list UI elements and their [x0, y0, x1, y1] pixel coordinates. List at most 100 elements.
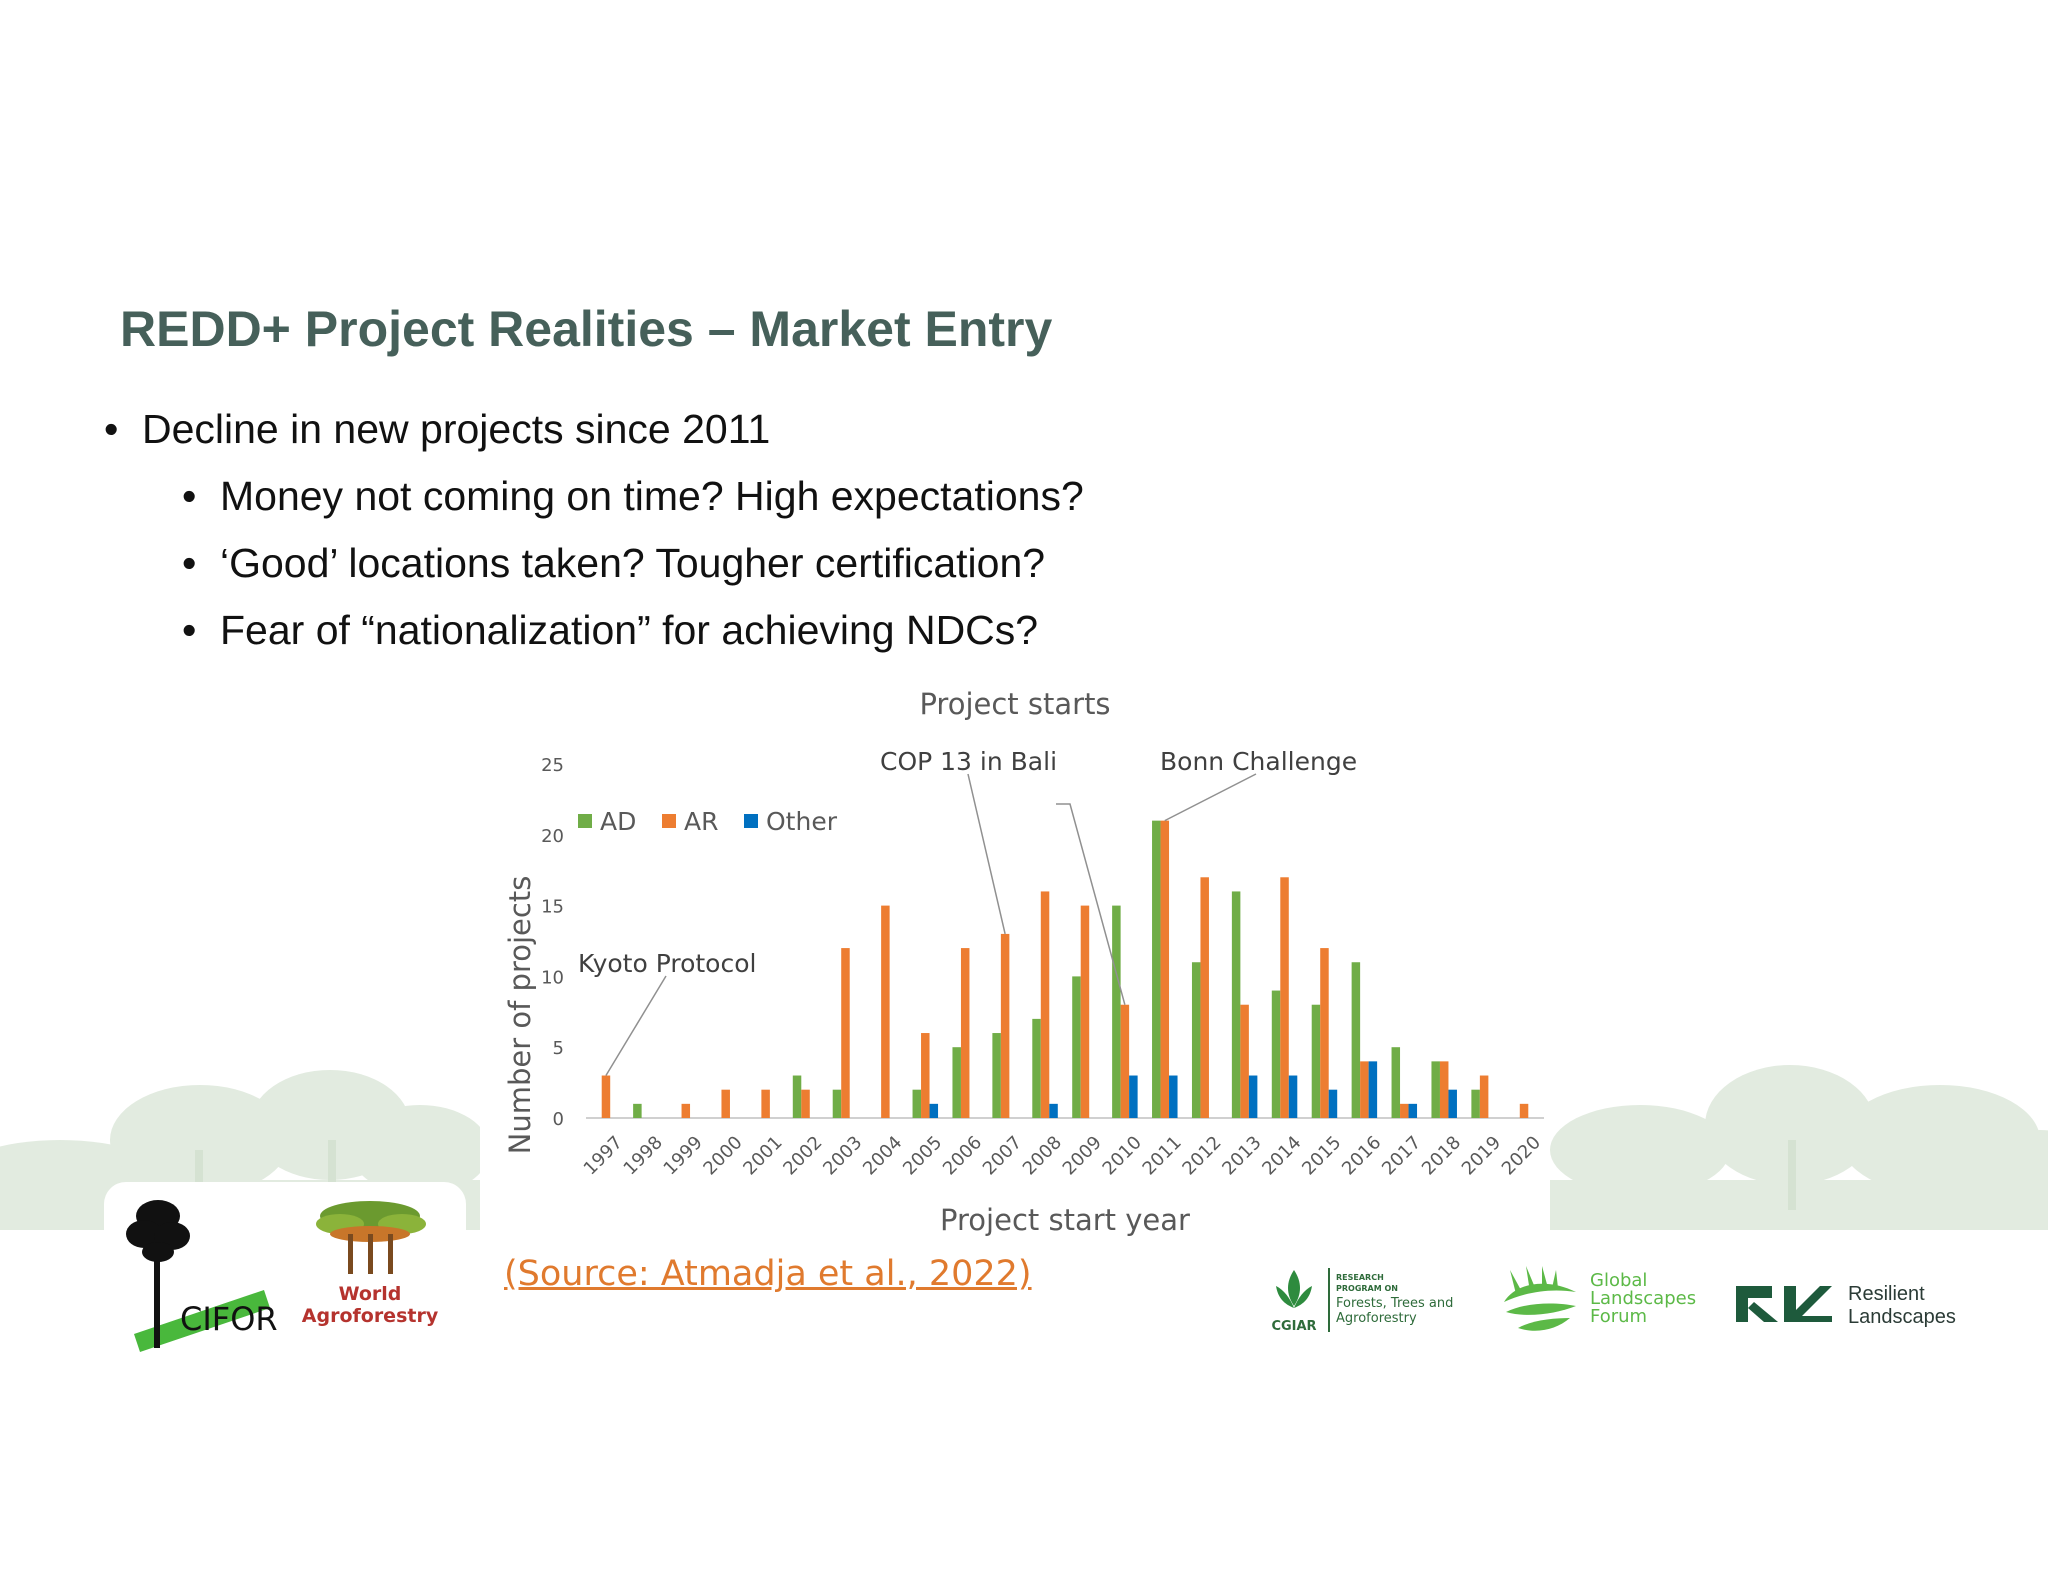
annotation-leader-line: [1164, 773, 1257, 822]
legend-swatch-ad: [578, 814, 592, 828]
bar-other-2008: [1049, 1103, 1058, 1118]
bar-other-2010: [1129, 1075, 1138, 1118]
chart-title: Project starts: [919, 687, 1110, 721]
bar-ar-2015: [1320, 948, 1329, 1118]
bar-ar-2008: [1040, 891, 1050, 1118]
world-agroforestry-line2: Agroforestry: [302, 1305, 439, 1327]
bar-ad-2018: [1431, 1061, 1440, 1118]
bar-ar-2013: [1240, 1004, 1249, 1118]
cgiar-label: CGIAR: [1271, 1319, 1316, 1334]
bar-ar-2000: [721, 1089, 730, 1118]
cgiar-line4: Agroforestry: [1336, 1311, 1417, 1326]
annotation-leader-line: [605, 975, 667, 1076]
bullet-text: Decline in new projects since 2011: [142, 406, 771, 452]
bar-ad-1998: [633, 1103, 642, 1118]
annotation-leader-line: [967, 773, 1006, 935]
resilient-landscapes-logo: Resilient Landscapes: [1736, 1283, 1956, 1328]
source-link[interactable]: (Source: Atmadja et al., 2022): [504, 1254, 1032, 1294]
rl-line1: Resilient: [1848, 1283, 1925, 1305]
bar-ad-2002: [792, 1075, 802, 1118]
bar-ar-2009: [1080, 905, 1090, 1118]
annotation-leader-line: [1056, 803, 1126, 1005]
cgiar-line2: PROGRAM ON: [1336, 1284, 1398, 1293]
bar-other-2017: [1408, 1103, 1418, 1118]
bullet-text: ‘Good’ locations taken? Tougher certific…: [220, 540, 1046, 586]
bar-ar-2001: [761, 1089, 770, 1118]
bullet-text: Money not coming on time? High expectati…: [220, 473, 1084, 519]
y-axis-label: Number of projects: [503, 876, 537, 1155]
bar-ar-2005: [921, 1033, 930, 1118]
bar-other-2005: [929, 1103, 939, 1118]
bar-other-2014: [1288, 1075, 1298, 1118]
bar-ad-2003: [832, 1089, 842, 1118]
x-axis-label: Project start year: [940, 1203, 1190, 1237]
bar-ad-2015: [1311, 1004, 1321, 1118]
bar-ar-2006: [960, 948, 970, 1118]
y-tick-label: 25: [541, 755, 564, 776]
annotation-label: Kyoto Protocol: [578, 949, 756, 978]
bar-other-2015: [1328, 1089, 1338, 1118]
glf-line2: Landscapes: [1590, 1288, 1696, 1309]
bar-other-2018: [1448, 1089, 1457, 1118]
bar-ad-2011: [1152, 820, 1161, 1118]
bar-ar-2007: [1000, 933, 1010, 1118]
legend-swatch-ar: [662, 814, 676, 828]
legend-swatch-other: [744, 814, 758, 828]
bar-ad-2010: [1112, 905, 1121, 1118]
bar-ad-2005: [912, 1089, 922, 1118]
bar-ar-2020: [1519, 1103, 1529, 1118]
rl-line2: Landscapes: [1848, 1306, 1956, 1328]
bar-ar-2017: [1400, 1103, 1409, 1118]
world-agroforestry-line1: World: [339, 1283, 402, 1305]
bar-ar-2016: [1360, 1061, 1369, 1118]
bar-other-2016: [1368, 1061, 1378, 1118]
bar-ar-2004: [881, 905, 890, 1118]
world-agroforestry-logo: World Agroforestry: [302, 1201, 439, 1327]
legend: AD AR Other: [578, 807, 838, 836]
y-tick-label: 5: [553, 1038, 564, 1059]
bar-ad-2006: [952, 1047, 961, 1118]
bar-ad-2014: [1271, 990, 1281, 1118]
bar-other-2013: [1248, 1075, 1258, 1118]
cgiar-fta-logo: CGIAR RESEARCH PROGRAM ON Forests, Trees…: [1271, 1268, 1453, 1334]
annotations: Kyoto Protocol COP 13 in Bali Bonn Challen…: [578, 747, 1357, 1076]
bullet-icon: •: [182, 607, 197, 653]
bullet-text: Fear of “nationalization” for achieving …: [220, 607, 1039, 653]
cgiar-line3: Forests, Trees and: [1336, 1296, 1453, 1311]
y-tick-label: 20: [541, 826, 564, 847]
bar-ar-2002: [801, 1089, 810, 1118]
cifor-label: CIFOR: [180, 1300, 278, 1338]
bar-ar-2010: [1120, 1004, 1130, 1118]
bar-ad-2016: [1351, 962, 1361, 1118]
bar-ar-1997: [601, 1075, 611, 1118]
annotation-label: COP 13 in Bali: [880, 747, 1057, 776]
bullet-icon: •: [182, 540, 197, 586]
bullet-icon: •: [104, 406, 119, 452]
bar-ar-2019: [1479, 1075, 1489, 1118]
y-tick-label: 15: [541, 897, 564, 918]
bar-ar-1999: [681, 1103, 691, 1118]
legend-label-other: Other: [766, 807, 838, 836]
cifor-logo: CIFOR World Agroforestry: [126, 1200, 439, 1352]
bar-ar-2003: [841, 948, 850, 1118]
bullet-icon: •: [182, 473, 197, 519]
bar-ad-2013: [1231, 891, 1241, 1118]
bar-ar-2011: [1160, 820, 1170, 1118]
bar-ad-2008: [1032, 1018, 1041, 1118]
global-landscapes-forum-logo: Global Landscapes Forum: [1504, 1266, 1696, 1331]
slide-title: REDD+ Project Realities – Market Entry: [120, 301, 1053, 357]
legend-label-ad: AD: [600, 807, 636, 836]
chart-background: [480, 670, 1550, 1250]
bar-ad-2009: [1072, 976, 1081, 1118]
bar-ar-2014: [1280, 877, 1289, 1118]
bar-ar-2012: [1200, 877, 1209, 1118]
bar-ad-2017: [1391, 1047, 1401, 1118]
bar-other-2011: [1169, 1075, 1178, 1118]
bar-ad-2007: [992, 1033, 1001, 1118]
y-tick-label: 10: [541, 967, 564, 988]
logo-card: CIFOR World Agroforestry: [104, 1182, 466, 1362]
legend-label-ar: AR: [684, 807, 718, 836]
bar-ad-2012: [1191, 962, 1201, 1118]
bar-ad-2019: [1471, 1089, 1480, 1118]
